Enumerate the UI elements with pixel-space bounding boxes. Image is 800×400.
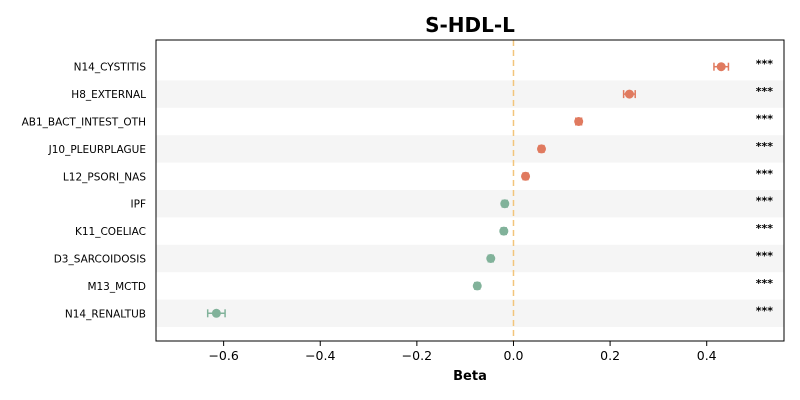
- significance-label: ***: [756, 140, 774, 153]
- row-stripe: [156, 190, 784, 218]
- data-point: [624, 89, 634, 99]
- y-tick-label: K11_COELIAC: [75, 226, 146, 238]
- y-tick-label: H8_EXTERNAL: [71, 89, 146, 101]
- significance-label: ***: [756, 222, 774, 235]
- data-point: [500, 199, 510, 209]
- significance-label: ***: [756, 304, 774, 317]
- data-point: [472, 281, 482, 291]
- data-marks: [206, 62, 730, 318]
- significance-label: ***: [756, 250, 774, 263]
- significance-label: ***: [756, 277, 774, 290]
- x-tick-label: −0.6: [208, 348, 238, 363]
- y-axis-labels: N14_CYSTITIS H8_EXTERNAL AB1_BACT_INTEST_O…: [22, 62, 147, 321]
- data-point: [211, 308, 221, 318]
- significance-labels: *** *** *** *** *** *** *** *** *** ***: [756, 58, 774, 318]
- y-tick-label: D3_SARCOIDOSIS: [54, 254, 147, 266]
- y-tick-label: N14_RENALTUB: [65, 308, 146, 320]
- row-stripe: [156, 135, 784, 163]
- data-point: [716, 62, 726, 72]
- data-point: [536, 144, 546, 154]
- data-point: [486, 254, 496, 263]
- significance-label: ***: [756, 195, 774, 208]
- x-tick-label: −0.2: [402, 348, 432, 363]
- row-stripes: [156, 80, 784, 327]
- y-tick-label: J10_PLEURPLAGUE: [48, 144, 146, 156]
- plot-frame: [155, 39, 785, 342]
- significance-label: ***: [756, 85, 774, 98]
- x-axis-ticks: −0.6 −0.4 −0.2 0.0 0.2 0.4: [208, 341, 717, 363]
- y-tick-label: L12_PSORI_NAS: [63, 171, 146, 183]
- data-point: [574, 117, 584, 126]
- data-point: [521, 171, 531, 181]
- y-tick-label: N14_CYSTITIS: [74, 62, 147, 74]
- y-tick-label: M13_MCTD: [87, 281, 146, 293]
- y-tick-label: IPF: [131, 199, 146, 211]
- row-stripe: [156, 299, 784, 327]
- row-stripe: [156, 80, 784, 108]
- y-tick-label: AB1_BACT_INTEST_OTH: [22, 117, 146, 129]
- row-stripe: [156, 244, 784, 273]
- significance-label: ***: [756, 58, 774, 71]
- data-point: [499, 226, 509, 236]
- chart-title: S-HDL-L: [425, 13, 515, 37]
- x-tick-label: 0.0: [504, 348, 524, 363]
- x-axis-label: Beta: [453, 369, 487, 384]
- x-tick-label: −0.4: [305, 348, 335, 363]
- significance-label: ***: [756, 167, 774, 180]
- x-tick-label: 0.2: [600, 348, 620, 363]
- significance-label: ***: [756, 113, 774, 126]
- x-tick-label: 0.4: [697, 348, 717, 363]
